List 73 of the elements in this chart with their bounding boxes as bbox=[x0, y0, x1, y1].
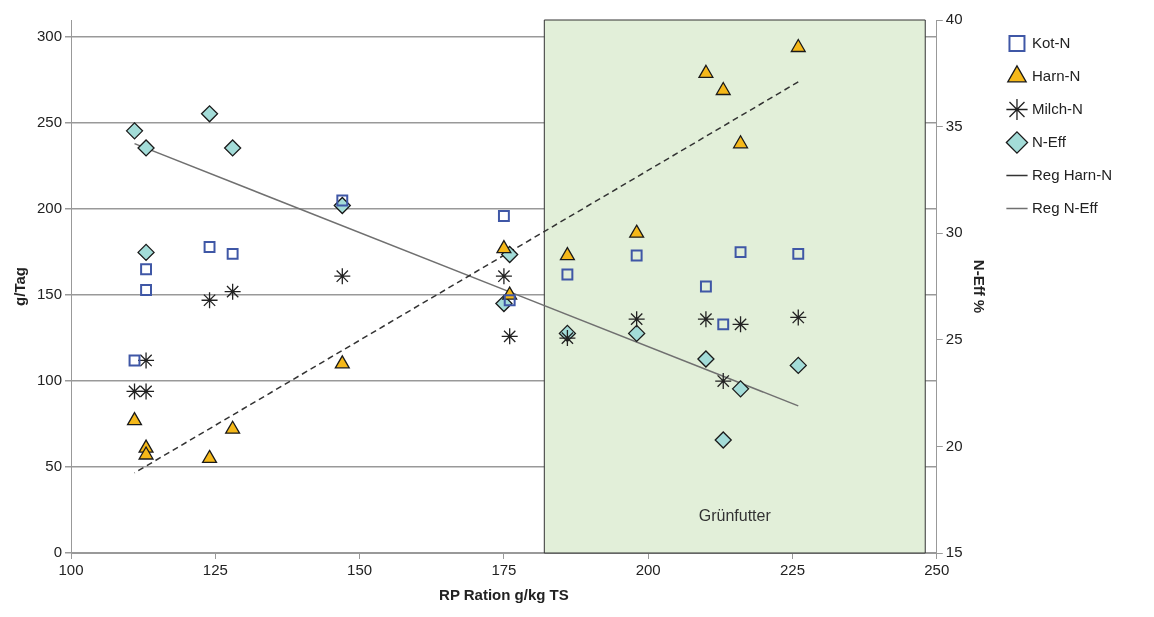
point bbox=[226, 247, 239, 260]
point bbox=[628, 310, 646, 328]
point bbox=[698, 64, 714, 78]
y2-axis-title: N-Eff % bbox=[971, 259, 989, 314]
point bbox=[790, 38, 806, 53]
point bbox=[714, 372, 732, 390]
y2-tick-label: 40 bbox=[945, 10, 963, 28]
point bbox=[334, 355, 350, 369]
point bbox=[128, 354, 141, 367]
point bbox=[200, 105, 219, 123]
x-tick-label: 200 bbox=[635, 561, 661, 579]
point bbox=[697, 310, 715, 328]
point bbox=[558, 329, 577, 347]
x-tick-label: 250 bbox=[924, 561, 950, 579]
point bbox=[333, 267, 351, 285]
point bbox=[561, 268, 574, 281]
point bbox=[715, 81, 731, 96]
point bbox=[697, 350, 715, 368]
x-tick-label: 175 bbox=[491, 561, 517, 579]
point bbox=[629, 224, 645, 238]
point bbox=[731, 315, 750, 333]
point bbox=[125, 122, 144, 140]
y-tick-label: 150 bbox=[37, 285, 63, 303]
point bbox=[137, 139, 155, 157]
point bbox=[732, 135, 749, 149]
legend-label: N-Eff bbox=[1031, 132, 1067, 150]
point bbox=[200, 291, 219, 309]
x-tick-label: 100 bbox=[58, 561, 84, 579]
legend-label: Reg N-Eff bbox=[1031, 198, 1099, 216]
point bbox=[789, 308, 807, 327]
x-tick-label: 125 bbox=[202, 561, 228, 579]
y-tick-label: 300 bbox=[37, 27, 63, 45]
point bbox=[501, 327, 519, 346]
point bbox=[789, 356, 807, 375]
y2-tick-label: 35 bbox=[945, 116, 963, 134]
point bbox=[496, 240, 512, 254]
y2-tick-label: 25 bbox=[945, 329, 963, 347]
y2-tick-label: 20 bbox=[945, 436, 963, 454]
legend-label: Milch-N bbox=[1031, 99, 1083, 117]
point bbox=[137, 351, 155, 370]
point bbox=[140, 283, 153, 296]
point bbox=[140, 263, 153, 276]
x-tick-label: 225 bbox=[779, 561, 806, 579]
legend-label: Kot-N bbox=[1031, 33, 1071, 51]
y-tick-label: 50 bbox=[45, 457, 63, 475]
point bbox=[137, 243, 155, 262]
point bbox=[497, 210, 510, 222]
point bbox=[699, 280, 712, 293]
y2-tick-label: 15 bbox=[945, 543, 963, 561]
y-tick-label: 200 bbox=[37, 199, 63, 217]
point bbox=[630, 249, 643, 262]
x-tick-label: 150 bbox=[347, 561, 373, 579]
point bbox=[137, 382, 155, 401]
point bbox=[223, 283, 242, 301]
point bbox=[792, 247, 805, 260]
x-axis-title: RP Ration g/kg TS bbox=[439, 586, 569, 604]
y-tick-label: 100 bbox=[37, 371, 63, 389]
point bbox=[628, 324, 646, 343]
point bbox=[559, 246, 575, 261]
point bbox=[717, 318, 730, 331]
point bbox=[223, 139, 242, 157]
y-axis-title: g/Tag bbox=[11, 267, 29, 306]
band-label: Grünfutter bbox=[698, 507, 772, 525]
legend-label: Reg Harn-N bbox=[1031, 165, 1113, 183]
point bbox=[734, 246, 747, 259]
legend-label: Harn-N bbox=[1031, 66, 1081, 84]
point bbox=[714, 431, 732, 449]
y2-tick-label: 30 bbox=[945, 223, 963, 241]
point bbox=[203, 241, 216, 253]
point bbox=[731, 380, 750, 398]
y-tick-label: 0 bbox=[53, 543, 63, 561]
point bbox=[495, 267, 513, 285]
y-tick-label: 250 bbox=[37, 113, 63, 131]
